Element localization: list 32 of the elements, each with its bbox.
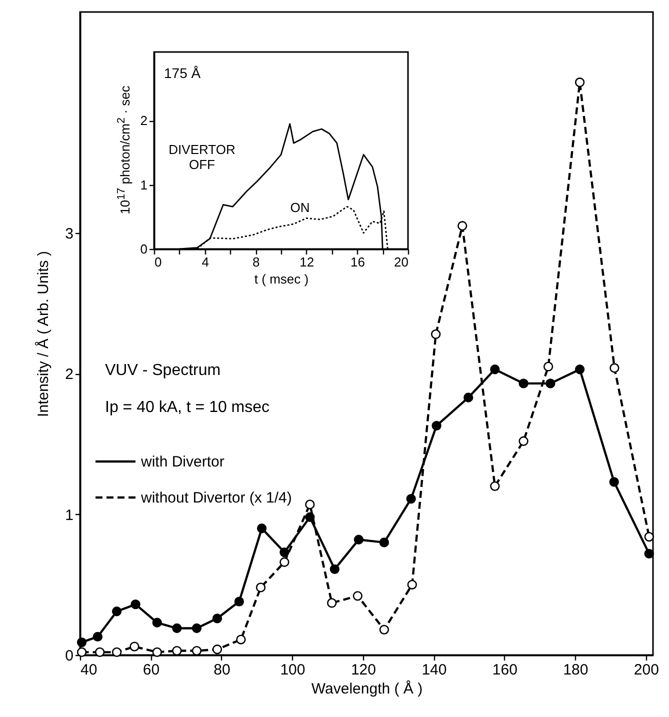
legend-label: without Divertor (x 1/4) <box>140 490 292 506</box>
x-tick-label: 60 <box>142 662 160 678</box>
y-tick-label: 3 <box>65 225 74 242</box>
x-tick-label: 80 <box>214 662 230 678</box>
x-axis-title: t ( msec ) <box>254 272 309 286</box>
series-label: DIVERTOR OFF <box>168 142 236 172</box>
x-tick-label: 16 <box>350 254 365 270</box>
x-tick-label: 160 <box>492 662 518 678</box>
x-tick-label: 40 <box>80 662 98 678</box>
x-tick-label: 180 <box>563 662 588 678</box>
x-tick-label: 120 <box>350 662 376 678</box>
x-tick-label: 100 <box>280 662 306 678</box>
y-tick-label: 2 <box>140 113 148 128</box>
x-tick-label: 20 <box>394 254 408 270</box>
y-axis-title: Intensity / Å ( Arb. Units ) <box>34 251 52 417</box>
y-tick-label: 0 <box>65 648 74 664</box>
series-label: ON <box>290 200 310 215</box>
annotation: VUV - Spectrum <box>105 362 221 379</box>
x-tick-label: 140 <box>422 662 447 678</box>
x-tick-label: 0 <box>154 254 162 270</box>
x-tick-label: 4 <box>202 254 209 270</box>
annotation: 175 Å <box>164 65 202 81</box>
x-tick-label: 200 <box>634 662 659 678</box>
y-tick-label: 0 <box>140 242 148 256</box>
y-tick-label: 2 <box>65 366 74 384</box>
legend-label: with Divertor <box>140 454 224 470</box>
x-axis-title: Wavelength ( Å ) <box>311 680 423 698</box>
x-tick-label: 12 <box>300 254 314 270</box>
y-tick-label: 1 <box>65 506 74 524</box>
x-tick-label: 8 <box>252 254 260 270</box>
y-tick-label: 1 <box>140 177 148 192</box>
annotation: Ip = 40 kA, t = 10 msec <box>105 399 270 416</box>
